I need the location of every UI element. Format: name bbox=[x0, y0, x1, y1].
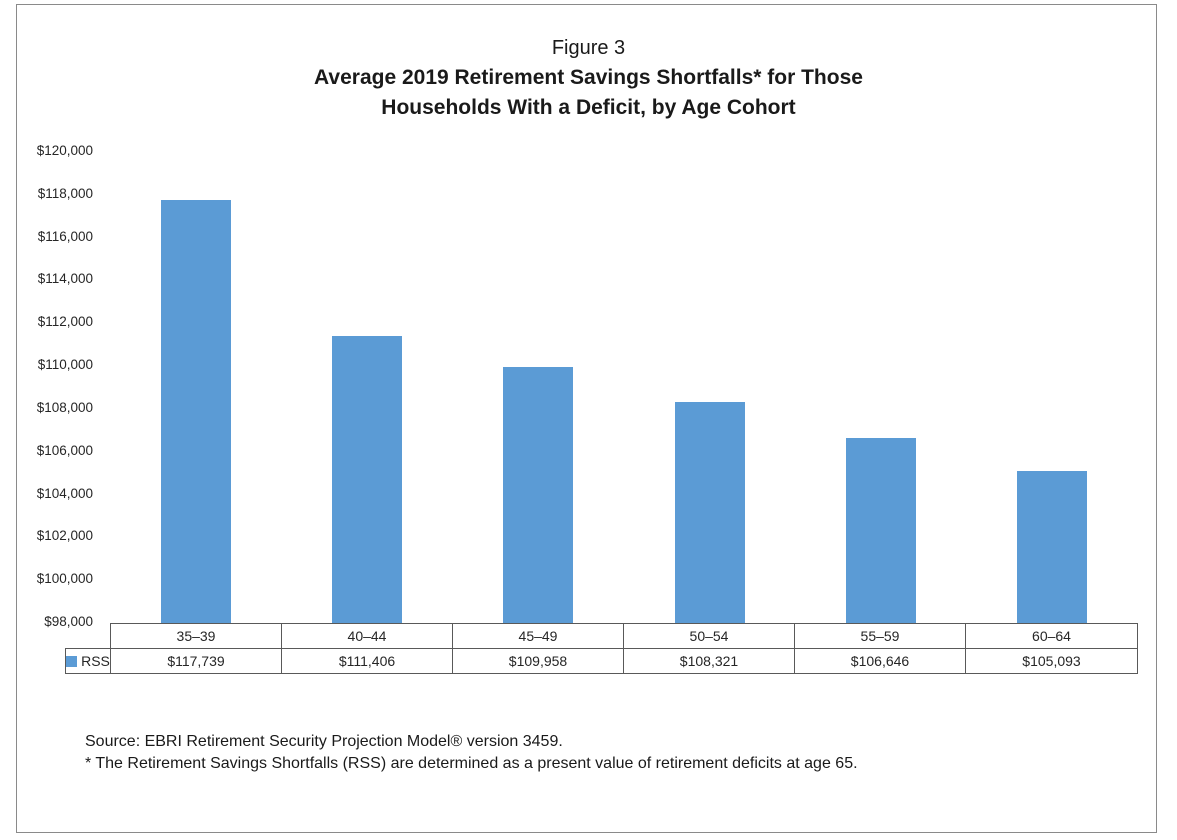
value-cell: $117,739 bbox=[110, 648, 282, 674]
cohort-header: 55–59 bbox=[794, 623, 966, 649]
value-cell: $108,321 bbox=[623, 648, 795, 674]
value-cell: $109,958 bbox=[452, 648, 624, 674]
bar-50–54 bbox=[674, 402, 745, 623]
cohort-header: 45–49 bbox=[452, 623, 624, 649]
y-axis-tick-label: $100,000 bbox=[36, 571, 93, 587]
value-cell: $105,093 bbox=[965, 648, 1138, 674]
rss-legend-swatch-icon bbox=[66, 656, 78, 667]
cohort-header: 35–39 bbox=[110, 623, 282, 649]
y-axis-tick-label: $116,000 bbox=[37, 228, 93, 244]
value-cell: $106,646 bbox=[794, 648, 966, 674]
bar-55–59 bbox=[846, 437, 916, 623]
bar-35–39 bbox=[160, 200, 231, 623]
bar-45–49 bbox=[503, 366, 574, 623]
y-axis-tick-label: $110,000 bbox=[37, 357, 93, 373]
y-axis-tick-label: $102,000 bbox=[36, 528, 93, 544]
chart-title-line-2: Households With a Deficit, by Age Cohort bbox=[381, 96, 796, 120]
figure-number-label: Figure 3 bbox=[551, 37, 626, 59]
y-axis-tick-label: $106,000 bbox=[36, 442, 93, 458]
figure-border bbox=[16, 4, 1157, 833]
source-note: Source: EBRI Retirement Security Project… bbox=[85, 733, 563, 750]
y-axis-tick-label: $120,000 bbox=[36, 143, 93, 158]
cohort-header: 50–54 bbox=[623, 623, 795, 649]
value-cell: $111,406 bbox=[281, 648, 453, 674]
y-axis-tick-label: $112,000 bbox=[37, 314, 93, 330]
cohort-header: 60–64 bbox=[965, 623, 1138, 649]
table-corner-cell bbox=[65, 623, 111, 649]
bar-40–44 bbox=[332, 335, 402, 623]
asterisk-note: * The Retirement Savings Shortfalls (RSS… bbox=[85, 755, 858, 772]
y-axis-tick-label: $104,000 bbox=[36, 485, 93, 501]
cohort-header: 40–44 bbox=[281, 623, 453, 649]
table-row-cohorts: 35–39 40–44 45–49 50–54 55–59 60–64 bbox=[65, 623, 1138, 649]
chart-title-line-1: Average 2019 Retirement Savings Shortfal… bbox=[314, 66, 863, 89]
y-axis-tick-label: $118,000 bbox=[37, 185, 93, 201]
legend-cell: RSS bbox=[65, 648, 111, 674]
title-block: Figure 3 Average 2019 Retirement Savings… bbox=[0, 34, 1177, 124]
bar-60–64 bbox=[1017, 471, 1088, 623]
rss-legend-label: RSS bbox=[81, 653, 110, 669]
data-table: 35–39 40–44 45–49 50–54 55–59 60–64 RSS … bbox=[65, 623, 1138, 674]
y-axis-tick-label: $108,000 bbox=[36, 399, 93, 415]
table-row-values: RSS $117,739 $111,406 $109,958 $108,321 … bbox=[65, 648, 1138, 674]
y-axis-tick-label: $114,000 bbox=[37, 271, 93, 287]
footnotes-block: Source: EBRI Retirement Security Project… bbox=[85, 731, 1085, 775]
